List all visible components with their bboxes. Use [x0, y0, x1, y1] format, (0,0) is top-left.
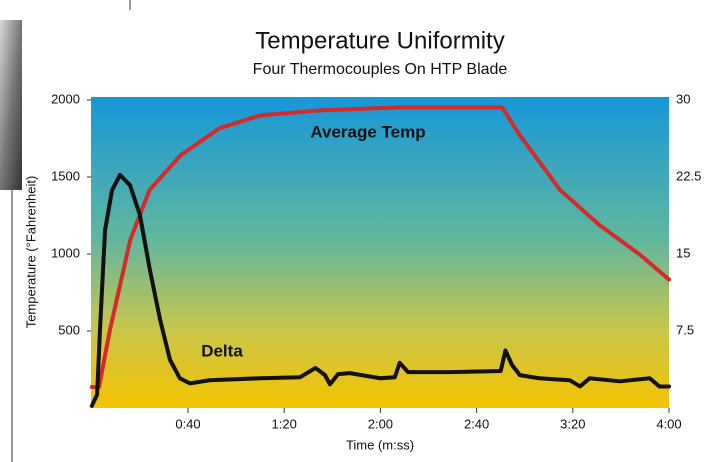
series-line: [89, 105, 671, 390]
series-label: Delta: [201, 341, 243, 360]
x-tick-label: 1:20: [272, 416, 297, 431]
y2-tick-label: 22.5: [676, 168, 701, 183]
series-line: [89, 172, 671, 408]
x-tick-label: 2:40: [464, 416, 489, 431]
photo-fragment: [0, 20, 22, 190]
y2-tick-label: 15: [676, 245, 690, 260]
y-axis-label: Temperature (°Fahrenheit): [23, 176, 38, 329]
x-axis-label: Time (m:ss): [346, 437, 414, 452]
x-tick-label: 0:40: [175, 416, 200, 431]
y-tick-label: 500: [58, 322, 80, 337]
x-tick-label: 4:00: [656, 416, 681, 431]
x-tick-label: 2:00: [368, 416, 393, 431]
y2-tick-label: 7.5: [676, 322, 694, 337]
y-tick-label: 1000: [51, 245, 80, 260]
y-tick-label: 2000: [51, 91, 80, 106]
series-label: Average Temp: [310, 122, 425, 141]
y2-tick-label: 30: [676, 91, 690, 106]
chart-subtitle: Four Thermocouples On HTP Blade: [253, 61, 508, 78]
x-tick-label: 3:20: [560, 416, 585, 431]
plot-background: [91, 97, 669, 408]
y-tick-label: 1500: [51, 168, 80, 183]
chart-title: Temperature Uniformity: [255, 27, 504, 54]
